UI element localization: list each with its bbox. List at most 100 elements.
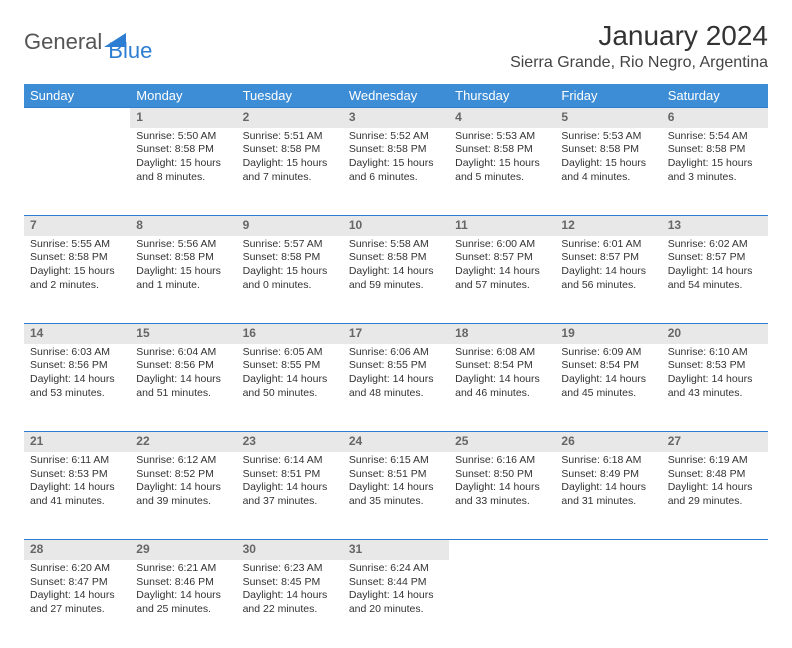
day-cell: Sunrise: 6:19 AMSunset: 8:48 PMDaylight:… [662, 452, 768, 540]
day-cell [662, 560, 768, 648]
day-number: 27 [662, 432, 768, 452]
calendar-table: Sunday Monday Tuesday Wednesday Thursday… [24, 84, 768, 648]
day-cell: Sunrise: 6:14 AMSunset: 8:51 PMDaylight:… [237, 452, 343, 540]
sunset-text: Sunset: 8:57 PM [455, 251, 549, 265]
sunset-text: Sunset: 8:58 PM [455, 143, 549, 157]
sunrise-text: Sunrise: 6:03 AM [30, 346, 124, 360]
sunset-text: Sunset: 8:53 PM [30, 468, 124, 482]
location: Sierra Grande, Rio Negro, Argentina [510, 54, 768, 72]
day-cell: Sunrise: 5:51 AMSunset: 8:58 PMDaylight:… [237, 128, 343, 216]
sunset-text: Sunset: 8:47 PM [30, 576, 124, 590]
sunset-text: Sunset: 8:48 PM [668, 468, 762, 482]
daylight-text: Daylight: 14 hours and 35 minutes. [349, 481, 443, 508]
sunset-text: Sunset: 8:56 PM [136, 359, 230, 373]
sunrise-text: Sunrise: 5:53 AM [561, 130, 655, 144]
day-cell: Sunrise: 5:50 AMSunset: 8:58 PMDaylight:… [130, 128, 236, 216]
logo: General Blue [24, 20, 152, 64]
daylight-text: Daylight: 14 hours and 25 minutes. [136, 589, 230, 616]
daylight-text: Daylight: 14 hours and 45 minutes. [561, 373, 655, 400]
day-cell: Sunrise: 6:03 AMSunset: 8:56 PMDaylight:… [24, 344, 130, 432]
sunrise-text: Sunrise: 5:50 AM [136, 130, 230, 144]
weekday-header: Thursday [449, 84, 555, 108]
day-number: 1 [130, 108, 236, 128]
sunrise-text: Sunrise: 5:57 AM [243, 238, 337, 252]
day-cell: Sunrise: 6:05 AMSunset: 8:55 PMDaylight:… [237, 344, 343, 432]
daylight-text: Daylight: 14 hours and 43 minutes. [668, 373, 762, 400]
sunset-text: Sunset: 8:58 PM [349, 143, 443, 157]
day-cell: Sunrise: 5:55 AMSunset: 8:58 PMDaylight:… [24, 236, 130, 324]
daylight-text: Daylight: 15 hours and 6 minutes. [349, 157, 443, 184]
header: General Blue January 2024 Sierra Grande,… [24, 20, 768, 72]
sunset-text: Sunset: 8:58 PM [668, 143, 762, 157]
sunset-text: Sunset: 8:57 PM [561, 251, 655, 265]
sunrise-text: Sunrise: 5:58 AM [349, 238, 443, 252]
day-number: 15 [130, 324, 236, 344]
daylight-text: Daylight: 15 hours and 8 minutes. [136, 157, 230, 184]
sunset-text: Sunset: 8:56 PM [30, 359, 124, 373]
day-number: 23 [237, 432, 343, 452]
month-title: January 2024 [510, 20, 768, 52]
sunrise-text: Sunrise: 6:20 AM [30, 562, 124, 576]
daylight-text: Daylight: 15 hours and 5 minutes. [455, 157, 549, 184]
day-number-row: 28293031 [24, 540, 768, 560]
day-content-row: Sunrise: 6:20 AMSunset: 8:47 PMDaylight:… [24, 560, 768, 648]
sunset-text: Sunset: 8:44 PM [349, 576, 443, 590]
day-cell: Sunrise: 6:16 AMSunset: 8:50 PMDaylight:… [449, 452, 555, 540]
sunrise-text: Sunrise: 6:08 AM [455, 346, 549, 360]
day-number-row: 123456 [24, 108, 768, 128]
daylight-text: Daylight: 15 hours and 3 minutes. [668, 157, 762, 184]
sunrise-text: Sunrise: 6:11 AM [30, 454, 124, 468]
daylight-text: Daylight: 14 hours and 54 minutes. [668, 265, 762, 292]
sunrise-text: Sunrise: 5:51 AM [243, 130, 337, 144]
sunset-text: Sunset: 8:58 PM [243, 143, 337, 157]
weekday-header: Wednesday [343, 84, 449, 108]
sunrise-text: Sunrise: 6:14 AM [243, 454, 337, 468]
day-cell: Sunrise: 6:06 AMSunset: 8:55 PMDaylight:… [343, 344, 449, 432]
daylight-text: Daylight: 14 hours and 29 minutes. [668, 481, 762, 508]
day-number: 16 [237, 324, 343, 344]
sunrise-text: Sunrise: 6:00 AM [455, 238, 549, 252]
title-block: January 2024 Sierra Grande, Rio Negro, A… [510, 20, 768, 72]
daylight-text: Daylight: 14 hours and 37 minutes. [243, 481, 337, 508]
day-cell: Sunrise: 5:54 AMSunset: 8:58 PMDaylight:… [662, 128, 768, 216]
sunrise-text: Sunrise: 6:05 AM [243, 346, 337, 360]
day-cell: Sunrise: 6:09 AMSunset: 8:54 PMDaylight:… [555, 344, 661, 432]
day-number-row: 78910111213 [24, 216, 768, 236]
sunrise-text: Sunrise: 5:52 AM [349, 130, 443, 144]
day-number: 7 [24, 216, 130, 236]
day-number-row: 14151617181920 [24, 324, 768, 344]
day-number [662, 540, 768, 560]
daylight-text: Daylight: 14 hours and 27 minutes. [30, 589, 124, 616]
day-cell: Sunrise: 6:24 AMSunset: 8:44 PMDaylight:… [343, 560, 449, 648]
day-number: 21 [24, 432, 130, 452]
sunset-text: Sunset: 8:45 PM [243, 576, 337, 590]
weekday-header: Saturday [662, 84, 768, 108]
day-cell: Sunrise: 5:53 AMSunset: 8:58 PMDaylight:… [555, 128, 661, 216]
weekday-header-row: Sunday Monday Tuesday Wednesday Thursday… [24, 84, 768, 108]
sunrise-text: Sunrise: 6:09 AM [561, 346, 655, 360]
day-cell: Sunrise: 6:04 AMSunset: 8:56 PMDaylight:… [130, 344, 236, 432]
sunset-text: Sunset: 8:49 PM [561, 468, 655, 482]
sunset-text: Sunset: 8:51 PM [349, 468, 443, 482]
sunset-text: Sunset: 8:58 PM [136, 251, 230, 265]
sunrise-text: Sunrise: 5:54 AM [668, 130, 762, 144]
sunset-text: Sunset: 8:58 PM [243, 251, 337, 265]
daylight-text: Daylight: 15 hours and 7 minutes. [243, 157, 337, 184]
sunset-text: Sunset: 8:58 PM [561, 143, 655, 157]
day-number: 13 [662, 216, 768, 236]
day-cell: Sunrise: 6:18 AMSunset: 8:49 PMDaylight:… [555, 452, 661, 540]
day-number: 8 [130, 216, 236, 236]
sunrise-text: Sunrise: 5:55 AM [30, 238, 124, 252]
day-number: 29 [130, 540, 236, 560]
day-number: 9 [237, 216, 343, 236]
logo-text-1: General [24, 29, 102, 55]
day-number: 2 [237, 108, 343, 128]
sunset-text: Sunset: 8:46 PM [136, 576, 230, 590]
day-number: 5 [555, 108, 661, 128]
day-cell [24, 128, 130, 216]
sunset-text: Sunset: 8:57 PM [668, 251, 762, 265]
day-number: 31 [343, 540, 449, 560]
sunset-text: Sunset: 8:58 PM [30, 251, 124, 265]
weekday-header: Tuesday [237, 84, 343, 108]
day-cell: Sunrise: 5:53 AMSunset: 8:58 PMDaylight:… [449, 128, 555, 216]
